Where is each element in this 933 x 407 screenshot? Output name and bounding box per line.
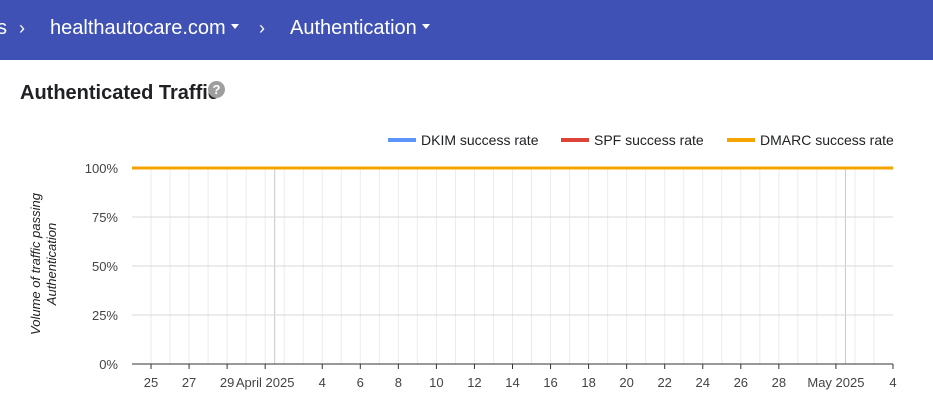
x-tick-label: 28 [772,375,786,390]
x-tick-label: 16 [543,375,557,390]
caret-down-icon [230,24,239,30]
top-app-bar: s › healthautocare.com › Authentication [0,0,933,60]
section-label: Authentication [290,17,417,39]
x-tick-label: 25 [144,375,158,390]
x-tick-label: 24 [696,375,710,390]
page-title: Authenticated Traffic [20,82,219,104]
x-tick-label: 10 [429,375,443,390]
y-tick-label: 25% [92,308,118,323]
x-tick-label: 14 [505,375,519,390]
x-tick-label: 22 [657,375,671,390]
y-tick-label: 100% [85,161,119,176]
section-dropdown[interactable]: Authentication [290,17,430,39]
caret-down-icon [421,24,430,30]
legend-swatch-dmarc [727,138,755,142]
x-tick-label: 6 [357,375,364,390]
x-tick-label: 29 [220,375,234,390]
x-tick-label: April 2025 [236,375,295,390]
x-tick-label: 8 [395,375,402,390]
x-tick-label: 27 [182,375,196,390]
x-tick-label: 12 [467,375,481,390]
legend-dkim[interactable]: DKIM success rate [421,132,539,148]
legend-swatch-dkim [388,138,416,142]
help-icon[interactable]: ? [208,81,225,98]
legend-dmarc[interactable]: DMARC success rate [760,132,894,148]
chevron-right-icon: › [259,18,265,38]
x-tick-label: 20 [619,375,633,390]
y-tick-label: 75% [92,210,118,225]
x-tick-label: 26 [734,375,748,390]
chevron-right-icon: › [19,18,25,38]
y-tick-label: 0% [99,357,118,372]
y-tick-label: 50% [92,259,118,274]
breadcrumb-partial[interactable]: s [0,17,7,39]
legend-spf[interactable]: SPF success rate [594,132,704,148]
x-tick-label: 4 [889,375,896,390]
x-tick-label: 4 [319,375,326,390]
domain-label: healthautocare.com [50,17,226,39]
domain-dropdown[interactable]: healthautocare.com [50,17,239,39]
x-tick-label: May 2025 [807,375,864,390]
x-tick-label: 18 [581,375,595,390]
legend-swatch-spf [561,138,589,142]
